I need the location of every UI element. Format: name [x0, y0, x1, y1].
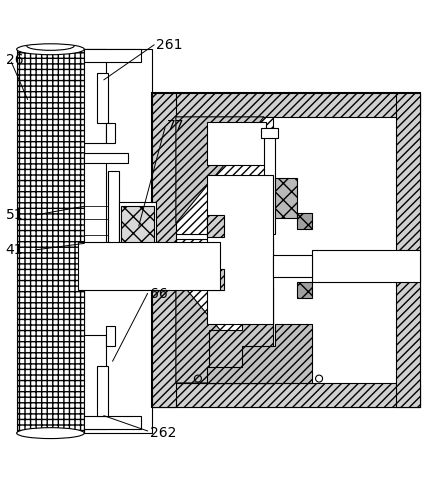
Bar: [152, 93, 419, 407]
Bar: [206, 215, 224, 237]
Text: 26: 26: [6, 53, 23, 67]
Bar: [152, 93, 176, 407]
Bar: [297, 213, 312, 228]
Bar: [206, 122, 265, 165]
Bar: [84, 153, 127, 163]
Bar: [119, 202, 156, 263]
Bar: [78, 242, 220, 290]
Bar: [97, 73, 108, 123]
Bar: [84, 49, 141, 62]
Bar: [312, 250, 419, 282]
Bar: [108, 171, 119, 258]
Text: 41: 41: [6, 243, 23, 257]
Bar: [84, 154, 106, 267]
Bar: [106, 326, 115, 346]
Bar: [152, 383, 419, 407]
Bar: [297, 282, 312, 298]
Bar: [84, 416, 141, 429]
Bar: [84, 335, 106, 429]
Bar: [274, 178, 297, 218]
Bar: [260, 128, 278, 138]
Bar: [395, 93, 419, 407]
Polygon shape: [176, 117, 263, 223]
Text: 262: 262: [149, 426, 176, 440]
Text: 51: 51: [6, 208, 23, 222]
Text: 66: 66: [149, 286, 167, 301]
Polygon shape: [206, 325, 312, 383]
Polygon shape: [176, 117, 272, 234]
Bar: [121, 206, 154, 259]
Bar: [17, 49, 84, 433]
Bar: [97, 366, 108, 416]
Text: 77: 77: [167, 119, 184, 132]
Bar: [272, 255, 312, 276]
Bar: [106, 123, 115, 143]
Bar: [84, 258, 127, 267]
Ellipse shape: [17, 44, 84, 54]
Ellipse shape: [17, 428, 84, 439]
Bar: [206, 269, 224, 290]
Polygon shape: [176, 276, 263, 383]
Bar: [84, 49, 152, 433]
Bar: [84, 49, 106, 143]
Bar: [152, 93, 419, 117]
Bar: [263, 128, 274, 234]
Polygon shape: [208, 287, 272, 383]
Polygon shape: [176, 239, 272, 383]
Text: 261: 261: [156, 38, 182, 52]
Bar: [206, 175, 272, 325]
